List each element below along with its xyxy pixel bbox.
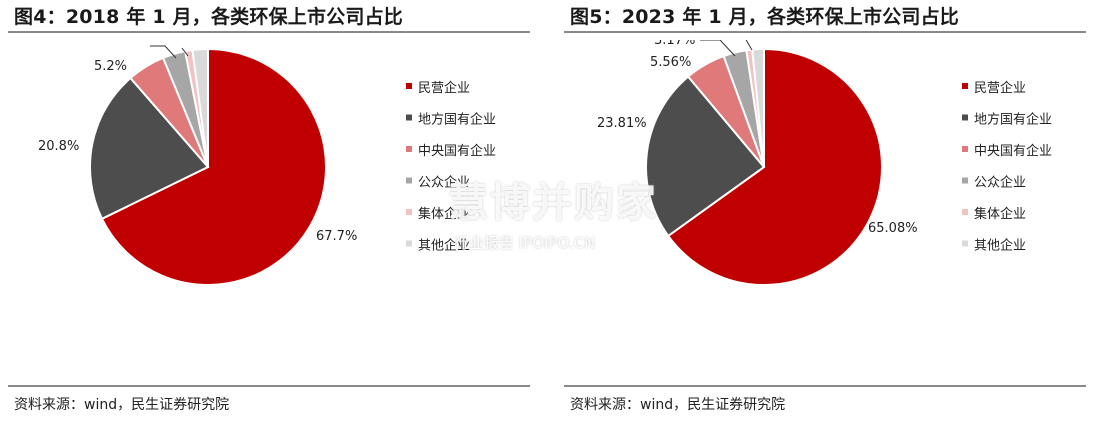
legend-swatch bbox=[962, 114, 968, 121]
chart-panel-2023: 图5：2023 年 1 月，各类环保上市公司占比 65.08% 23.81% 5.5… bbox=[556, 0, 1096, 427]
legend-item: 民营企业 bbox=[974, 80, 1026, 96]
title-divider bbox=[564, 31, 1086, 33]
leader-line bbox=[150, 45, 177, 59]
source-divider bbox=[8, 385, 530, 387]
pie-chart-2018: 67.7% 20.8% 5.2% 3.1% 1.0% 2.1% 民营企业地方国有企业中央国有… bbox=[38, 40, 496, 286]
legend-item: 公众企业 bbox=[974, 175, 1026, 191]
legend-swatch bbox=[406, 240, 412, 247]
chart-title: 图4：2018 年 1 月，各类环保上市公司占比 bbox=[14, 6, 403, 28]
data-label: 5.2% bbox=[94, 59, 127, 74]
leader-line bbox=[700, 40, 736, 57]
legend-swatch bbox=[406, 146, 412, 152]
data-label: 67.7% bbox=[316, 229, 357, 244]
legend-item: 公众企业 bbox=[418, 175, 470, 191]
legend-item: 集体企业 bbox=[418, 206, 470, 222]
legend-swatch bbox=[962, 83, 968, 89]
slice-minying bbox=[100, 47, 327, 286]
legend-item: 民营企业 bbox=[418, 80, 470, 96]
leader-line bbox=[181, 47, 189, 57]
source-note: 资料来源：wind，民生证券研究院 bbox=[570, 397, 786, 413]
leader-line bbox=[745, 40, 753, 51]
title-divider bbox=[8, 31, 530, 33]
chart-title: 图5：2023 年 1 月，各类环保上市公司占比 bbox=[570, 6, 959, 28]
legend-swatch bbox=[962, 177, 968, 184]
chart-panel-2018: 图4：2018 年 1 月，各类环保上市公司占比 67.7% 20.8% 5.2% 3… bbox=[0, 0, 540, 427]
data-label: 1.0% bbox=[170, 40, 203, 41]
legend-item: 地方国有企业 bbox=[974, 112, 1052, 128]
data-label: 3.17% bbox=[654, 40, 695, 48]
data-label: 65.08% bbox=[868, 221, 918, 236]
legend-item: 其他企业 bbox=[418, 238, 470, 254]
legend-swatch bbox=[406, 114, 412, 121]
slice-minying bbox=[666, 47, 883, 286]
legend-item: 集体企业 bbox=[974, 206, 1026, 222]
legend-swatch bbox=[406, 83, 412, 89]
data-label: 5.56% bbox=[650, 55, 691, 70]
legend-swatch bbox=[962, 240, 968, 247]
data-label: 23.81% bbox=[597, 116, 647, 131]
legend-swatch bbox=[406, 177, 412, 184]
data-label: 20.8% bbox=[38, 139, 79, 154]
slice-qita bbox=[191, 47, 209, 168]
pie-chart-2023: 65.08%23.81%5.56%3.17%0.79%1.59%民营企业地方国有… bbox=[597, 40, 1052, 286]
legend-swatch bbox=[962, 209, 968, 215]
legend-item: 中央国有企业 bbox=[974, 143, 1052, 159]
legend-swatch bbox=[962, 146, 968, 152]
slice-difang bbox=[89, 76, 210, 221]
legend-item: 其他企业 bbox=[974, 238, 1026, 254]
slice-difang bbox=[645, 75, 766, 238]
source-divider bbox=[564, 385, 1086, 387]
legend-swatch bbox=[406, 209, 412, 215]
legend-item: 中央国有企业 bbox=[418, 143, 496, 159]
data-label: 2.1% bbox=[212, 40, 245, 41]
data-label: 3.1% bbox=[120, 40, 153, 44]
source-note: 资料来源：wind，民生证券研究院 bbox=[14, 397, 230, 413]
legend-item: 地方国有企业 bbox=[418, 112, 496, 128]
